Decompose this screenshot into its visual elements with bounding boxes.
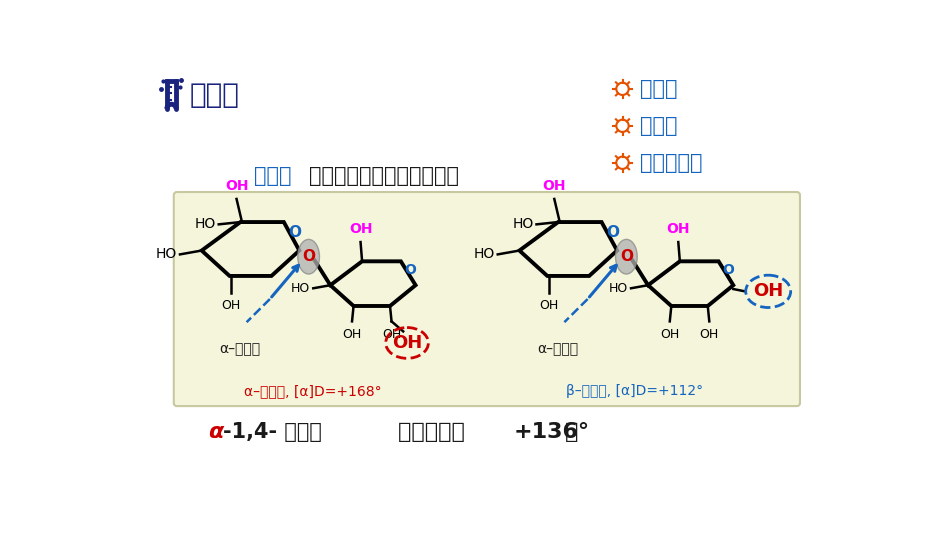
Text: OH: OH	[349, 222, 372, 236]
Text: OH: OH	[540, 299, 559, 312]
Text: -1,4- 糖苷键: -1,4- 糖苷键	[223, 422, 322, 442]
Text: OH: OH	[225, 179, 248, 193]
Text: α–糖苷键: α–糖苷键	[538, 342, 579, 356]
Text: 。: 。	[564, 422, 578, 442]
Text: O: O	[288, 225, 301, 240]
Text: HO: HO	[512, 217, 533, 231]
Text: α–糖苷键: α–糖苷键	[219, 342, 260, 356]
Text: OH: OH	[342, 327, 362, 341]
Text: O: O	[722, 263, 734, 277]
Text: OH: OH	[667, 222, 690, 236]
Text: O: O	[619, 249, 633, 264]
Text: OH: OH	[392, 334, 422, 352]
Text: 麦芽糖: 麦芽糖	[190, 81, 240, 109]
Text: α–麦芽糖, [α]D=+168°: α–麦芽糖, [α]D=+168°	[244, 385, 381, 399]
Text: HO: HO	[291, 282, 310, 295]
Text: O: O	[606, 225, 619, 240]
Text: HO: HO	[156, 247, 177, 262]
Text: HO: HO	[473, 247, 495, 262]
Text: OH: OH	[382, 327, 401, 341]
Text: 比旋光度为: 比旋光度为	[398, 422, 472, 442]
Ellipse shape	[616, 239, 637, 274]
Text: HO: HO	[609, 282, 628, 295]
Text: 还原糖: 还原糖	[639, 79, 677, 99]
Text: 变旋光现象: 变旋光现象	[639, 153, 702, 173]
Text: O: O	[302, 249, 315, 264]
Text: α: α	[208, 422, 223, 442]
Text: 腙或脎: 腙或脎	[639, 116, 677, 136]
Text: OH: OH	[221, 299, 240, 312]
Text: HO: HO	[195, 217, 216, 231]
Text: 麦芽糖: 麦芽糖	[255, 166, 292, 186]
Text: β–麦芽糖, [α]D=+112°: β–麦芽糖, [α]D=+112°	[565, 385, 703, 399]
Text: 是淀粉不完全水解的产物。: 是淀粉不完全水解的产物。	[309, 166, 459, 186]
Text: OH: OH	[753, 282, 784, 300]
Text: +136°: +136°	[514, 422, 590, 442]
FancyBboxPatch shape	[174, 192, 800, 406]
Text: OH: OH	[660, 327, 679, 341]
Ellipse shape	[297, 239, 319, 274]
Text: OH: OH	[699, 327, 719, 341]
Text: O: O	[405, 263, 416, 277]
Text: OH: OH	[542, 179, 566, 193]
